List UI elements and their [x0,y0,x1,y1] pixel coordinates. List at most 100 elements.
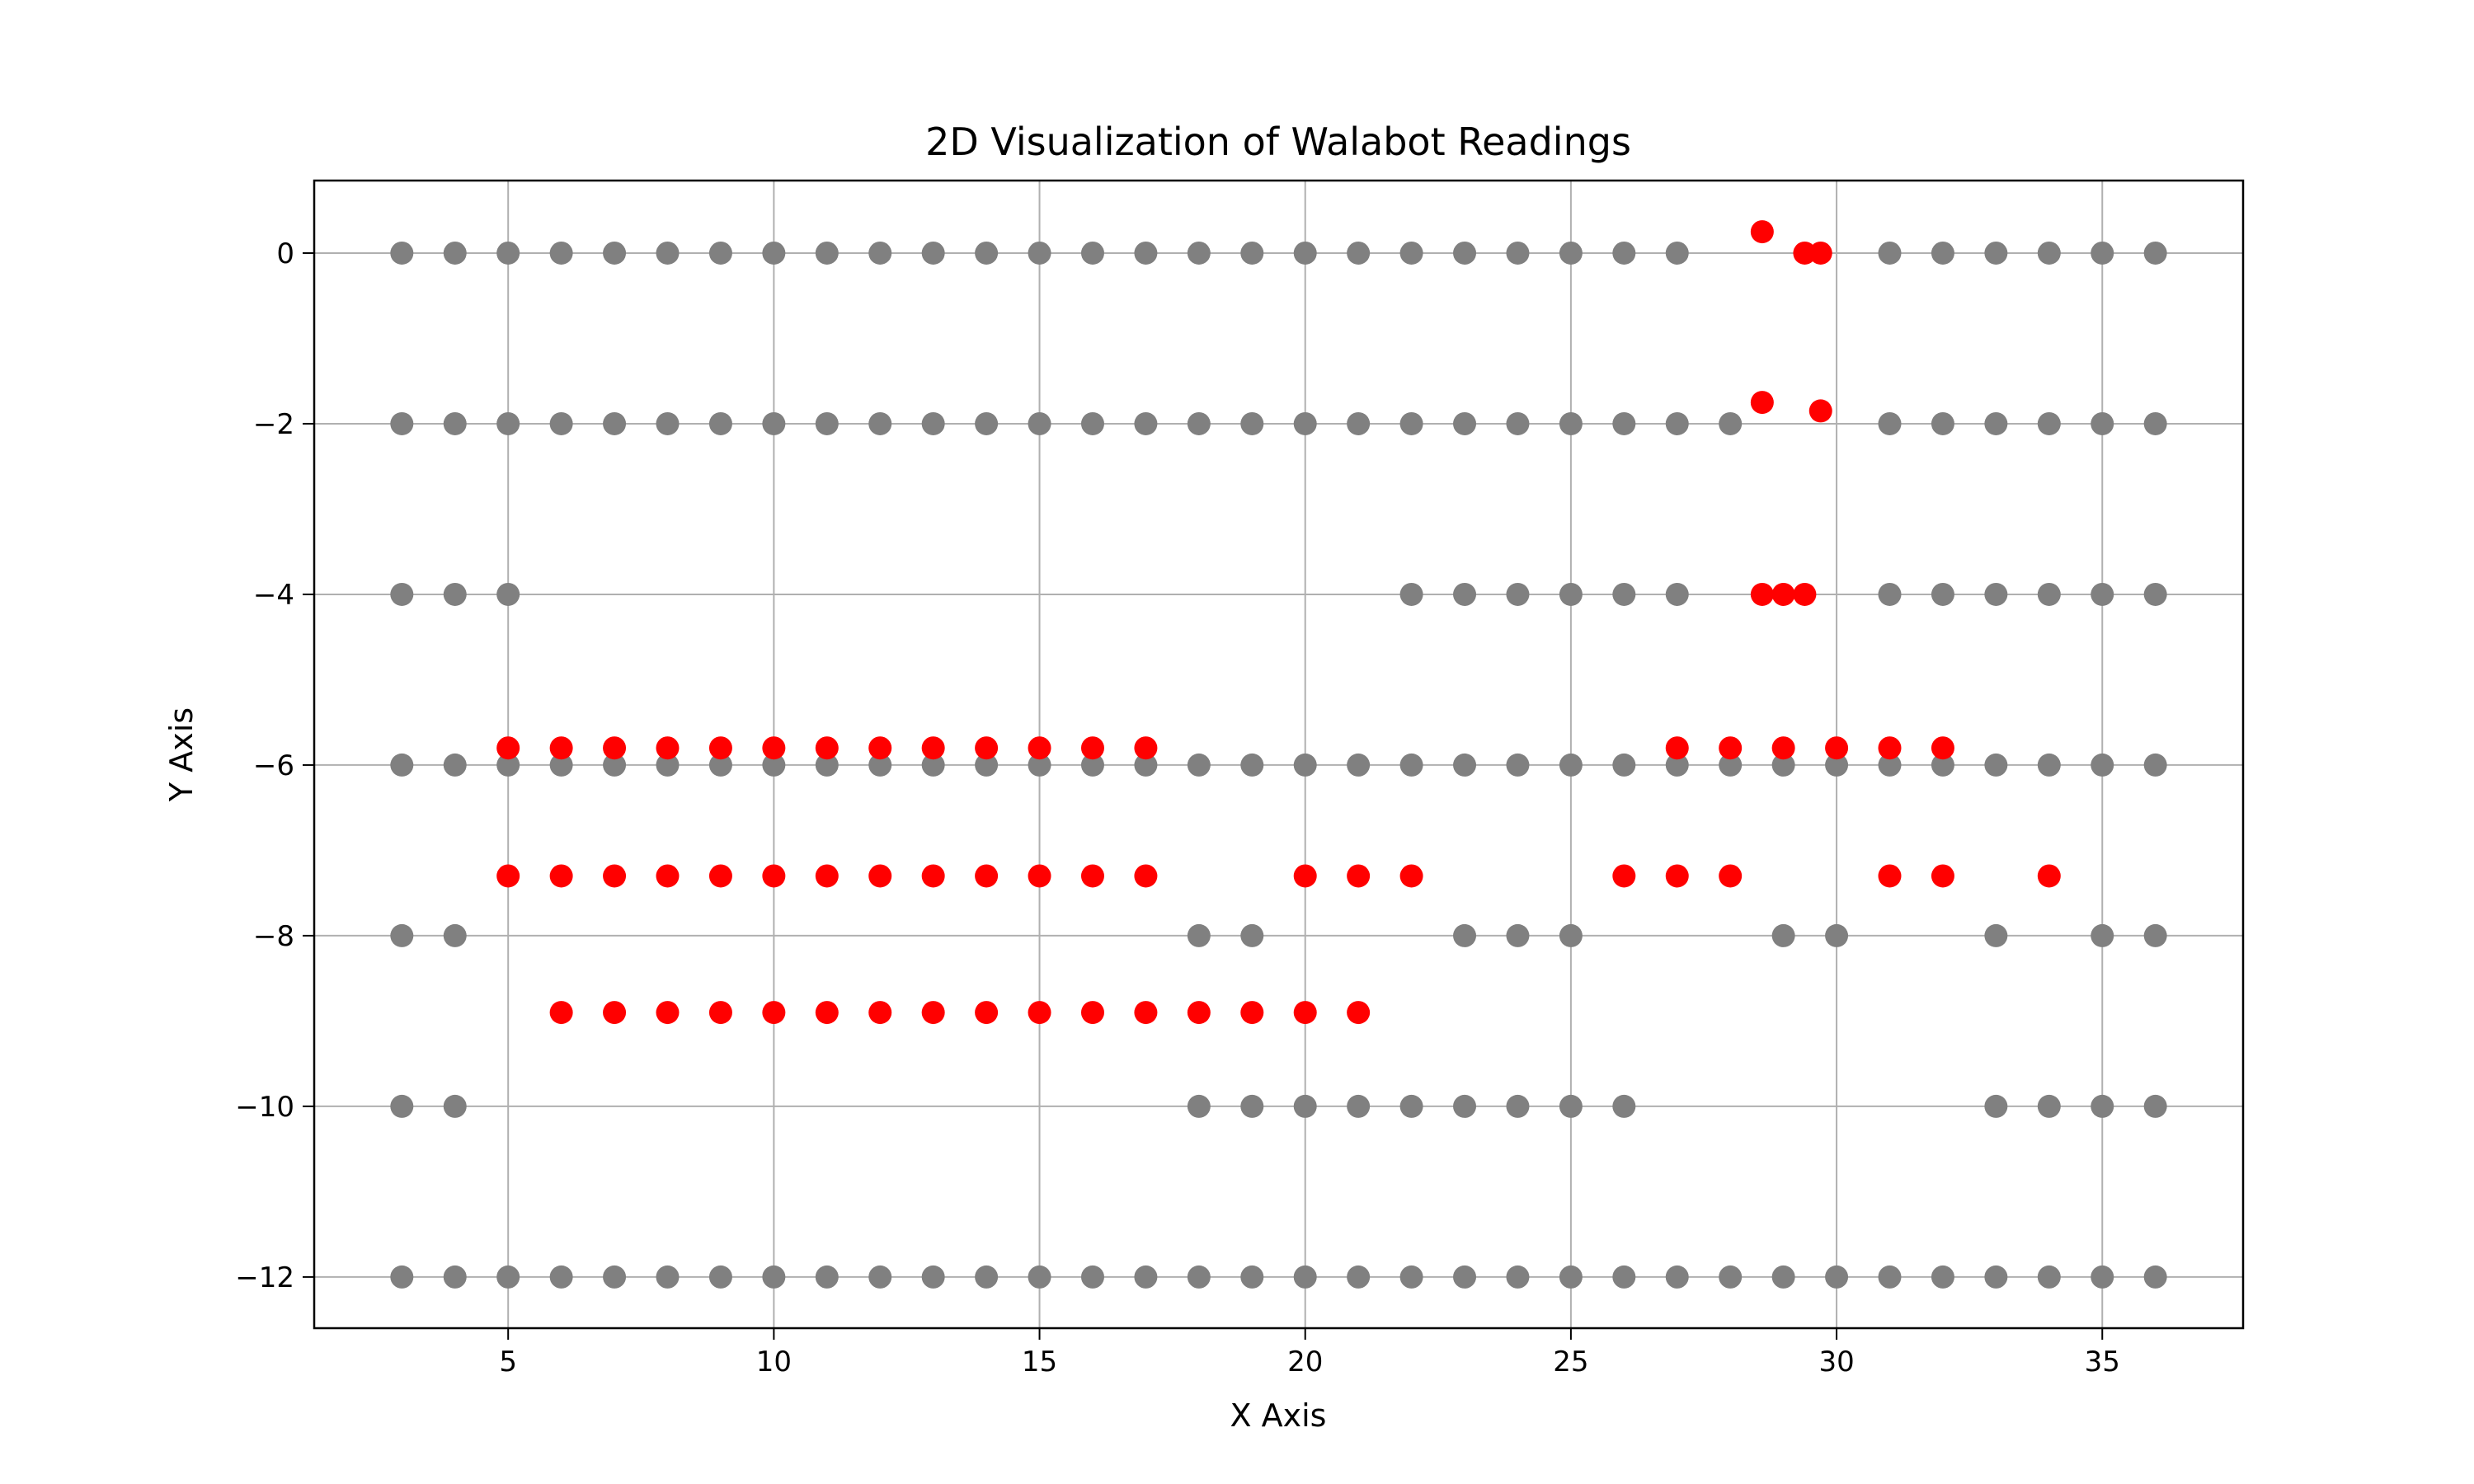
data-point [1719,1265,1743,1289]
data-point [1984,582,2008,606]
data-point [1559,582,1583,606]
data-point [1793,241,1817,265]
data-point [1080,411,1104,435]
data-point [1134,411,1158,435]
data-point [1293,864,1317,888]
y-axis-ticks: 0 −2 −4 −6 −8 −10 −12 [235,237,314,1294]
data-point [1080,241,1104,265]
data-point [762,241,786,265]
data-point [2143,1265,2167,1289]
data-point [1750,391,1774,415]
data-point [1612,1094,1636,1118]
y-tick-label: −12 [235,1261,294,1294]
data-point [1771,582,1795,606]
data-point [603,1001,627,1025]
y-tick-label: −10 [235,1091,294,1124]
data-point [1808,399,1832,423]
data-point [762,1265,786,1289]
data-point [1665,736,1689,760]
data-point [443,1094,467,1118]
data-point [1399,582,1423,606]
data-point [656,736,680,760]
data-point [975,1265,999,1289]
data-point [1399,241,1423,265]
data-point [1750,220,1774,244]
data-point [762,753,786,777]
data-point [815,1001,839,1025]
data-point [1453,241,1477,265]
data-point [868,736,892,760]
data-point [1612,582,1636,606]
data-point [1931,582,1954,606]
data-point [1878,411,1902,435]
chart-title: 2D Visualization of Walabot Readings [925,120,1631,164]
data-point [1347,241,1371,265]
data-point [1347,864,1371,888]
data-point [549,753,573,777]
data-point [868,753,892,777]
data-point [443,753,467,777]
data-point [1187,923,1211,947]
data-point [1665,753,1689,777]
data-point [762,864,786,888]
data-point [708,1001,732,1025]
data-point [1984,411,2008,435]
data-point [443,923,467,947]
data-point [1506,1265,1530,1289]
data-point [496,1265,520,1289]
data-point [921,411,945,435]
data-point [1612,411,1636,435]
data-point [1771,1265,1795,1289]
data-point [1240,241,1264,265]
data-point [2037,411,2061,435]
data-point [1559,923,1583,947]
data-point [921,753,945,777]
data-point [1134,753,1158,777]
data-point [1878,864,1902,888]
data-point [1080,1265,1104,1289]
data-point [868,864,892,888]
data-point [1080,753,1104,777]
y-tick-label: −4 [253,579,294,612]
data-point [1665,241,1689,265]
data-point [1347,411,1371,435]
red-series [496,220,2061,1025]
data-point [496,241,520,265]
data-point [1293,1001,1317,1025]
data-point [1240,753,1264,777]
x-axis-ticks: 5 10 15 20 25 30 35 [499,1328,2120,1378]
data-point [1665,1265,1689,1289]
data-point [1771,736,1795,760]
data-point [496,864,520,888]
data-point [1719,736,1743,760]
data-point [1293,1265,1317,1289]
data-point [708,411,732,435]
data-point [549,1001,573,1025]
data-point [1984,923,2008,947]
gray-series [390,241,2167,1289]
data-point [1931,1265,1954,1289]
x-tick-label: 30 [1818,1345,1854,1378]
data-point [1399,753,1423,777]
data-point [496,411,520,435]
data-point [390,241,414,265]
data-point [815,736,839,760]
x-tick-label: 25 [1553,1345,1588,1378]
data-point [1559,411,1583,435]
data-point [1878,582,1902,606]
data-point [1187,753,1211,777]
data-point [1506,923,1530,947]
data-point [708,1265,732,1289]
data-point [549,1265,573,1289]
data-point [1134,1265,1158,1289]
data-point [1240,1265,1264,1289]
data-point [1347,1001,1371,1025]
data-point [1771,923,1795,947]
data-point [1984,753,2008,777]
data-point [975,241,999,265]
data-point [2143,241,2167,265]
data-point [1028,411,1051,435]
data-point [2091,1094,2114,1118]
data-point [549,736,573,760]
